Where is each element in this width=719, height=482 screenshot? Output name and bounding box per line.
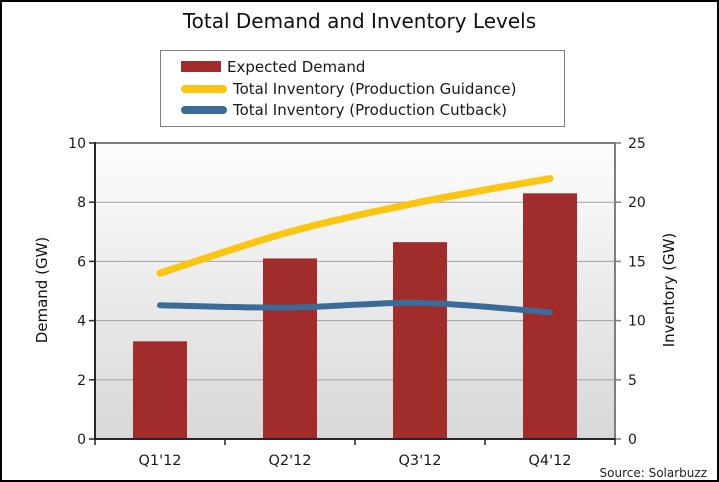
chart-title: Total Demand and Inventory Levels — [182, 9, 537, 33]
right-tick-label: 5 — [628, 373, 637, 389]
bar-Q1'12 — [133, 341, 187, 439]
inventory-cutback-swatch — [181, 106, 227, 115]
left-tick-label: 2 — [77, 373, 86, 389]
left-tick-label: 8 — [77, 195, 86, 211]
legend-item-inventory-guidance: Total Inventory (Production Guidance) — [181, 78, 564, 100]
left-tick-label: 10 — [68, 136, 86, 152]
left-tick-label: 4 — [77, 314, 86, 330]
legend-label-inventory-guidance: Total Inventory (Production Guidance) — [233, 79, 517, 98]
legend: Expected Demand Total Inventory (Product… — [160, 50, 565, 127]
right-axis-title: Inventory (GW) — [660, 232, 678, 348]
left-tick-label: 6 — [77, 254, 86, 270]
bar-Q2'12 — [263, 258, 317, 439]
line-series-2 — [157, 299, 553, 316]
legend-item-expected-demand: Expected Demand — [181, 56, 564, 78]
right-tick-label: 15 — [628, 254, 646, 270]
line-series-1 — [156, 175, 554, 277]
legend-label-expected-demand: Expected Demand — [227, 57, 366, 76]
x-category-label: Q4'12 — [528, 453, 571, 469]
x-category-label: Q1'12 — [138, 453, 181, 469]
legend-item-inventory-cutback: Total Inventory (Production Cutback) — [181, 99, 564, 121]
expected-demand-swatch — [181, 61, 221, 73]
source-note: Source: Solarbuzz — [599, 466, 707, 480]
left-tick-label: 0 — [77, 432, 86, 448]
inventory-guidance-swatch — [181, 84, 227, 93]
x-category-label: Q3'12 — [398, 453, 441, 469]
x-category-label: Q2'12 — [268, 453, 311, 469]
legend-label-inventory-cutback: Total Inventory (Production Cutback) — [233, 101, 507, 120]
right-tick-label: 20 — [628, 195, 646, 211]
right-tick-label: 10 — [628, 314, 646, 330]
left-axis-title: Demand (GW) — [33, 236, 51, 344]
bar-Q3'12 — [393, 242, 447, 439]
bar-Q4'12 — [523, 193, 577, 439]
right-tick-label: 25 — [628, 136, 646, 152]
right-tick-label: 0 — [628, 432, 637, 448]
